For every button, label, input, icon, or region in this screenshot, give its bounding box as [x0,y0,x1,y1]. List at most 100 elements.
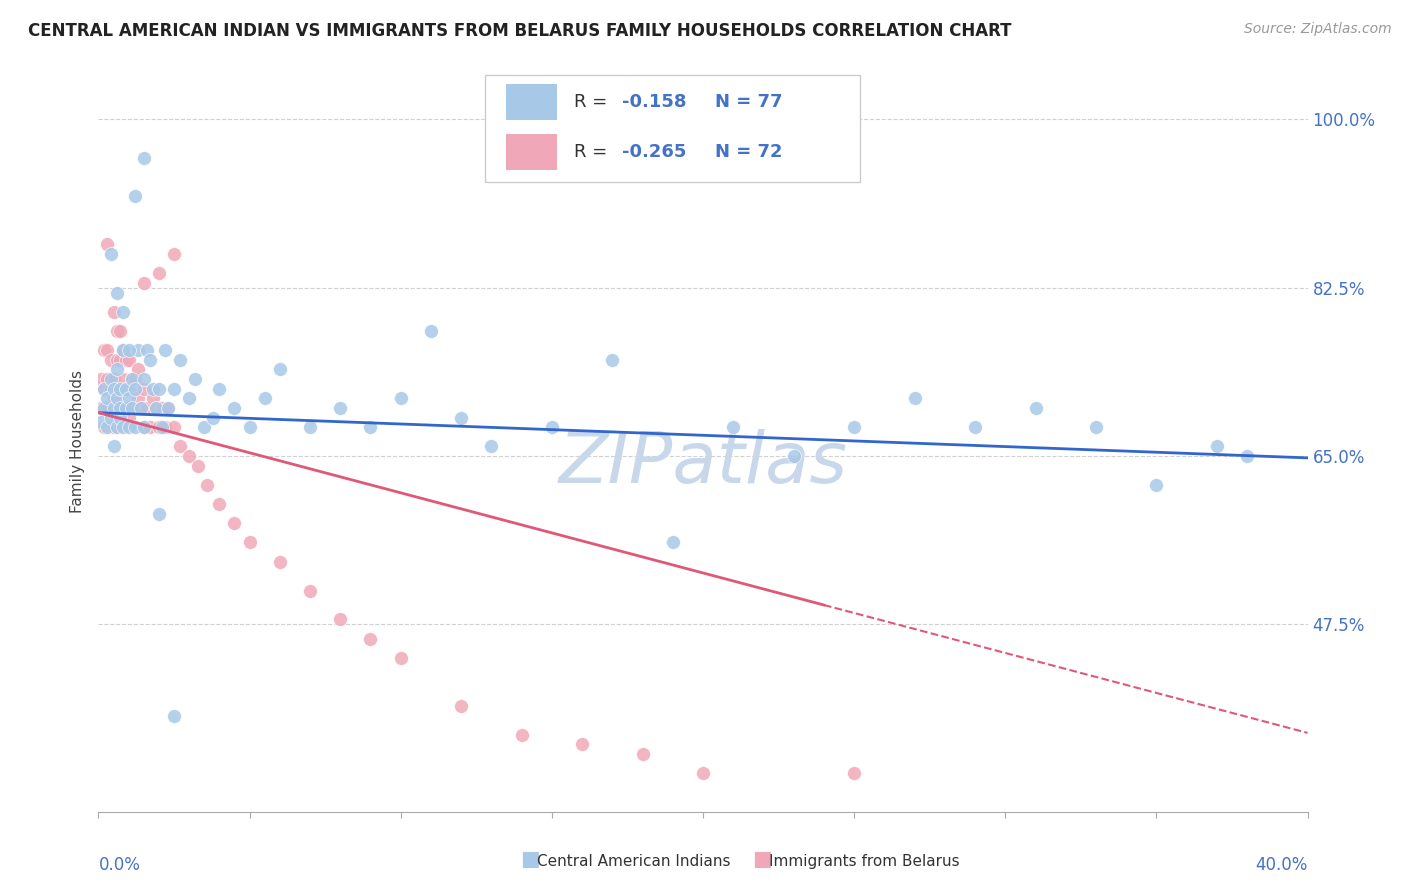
Point [114,401,136,415]
Point [844,420,866,434]
Point [103,401,125,415]
Point [904,391,927,405]
Point [153,420,176,434]
Point [124,382,146,396]
Point [169,439,191,453]
Point [100,247,122,261]
Point [150,401,173,415]
Point [111,343,134,358]
Point [108,410,131,425]
Point [510,728,533,742]
Point [239,535,262,549]
Point [96,420,118,434]
Point [132,382,155,396]
Point [208,382,231,396]
Point [299,583,322,598]
Point [389,651,412,665]
Point [127,391,149,405]
Point [90,372,112,386]
Y-axis label: Family Households: Family Households [70,370,86,513]
Point [108,324,131,338]
Text: Central American Indians: Central American Indians [537,854,731,869]
Point [389,391,412,405]
Point [108,382,131,396]
Text: ■: ■ [752,849,772,869]
Point [124,420,146,434]
Point [108,352,131,367]
Point [132,276,155,290]
Point [163,382,186,396]
Point [93,382,115,396]
Point [103,391,125,405]
Point [118,343,141,358]
Point [139,352,162,367]
Point [93,343,115,358]
Point [93,420,115,434]
Point [105,410,128,425]
Point [121,372,143,386]
Point [540,420,562,434]
Point [121,401,143,415]
Point [108,401,131,415]
Point [100,410,122,425]
Point [187,458,209,473]
Point [111,401,134,415]
Point [692,766,714,780]
Text: CENTRAL AMERICAN INDIAN VS IMMIGRANTS FROM BELARUS FAMILY HOUSEHOLDS CORRELATION: CENTRAL AMERICAN INDIAN VS IMMIGRANTS FR… [28,22,1012,40]
Point [111,420,134,434]
Text: N = 77: N = 77 [716,93,783,112]
Point [153,343,176,358]
Text: -0.158: -0.158 [621,93,686,112]
Point [723,420,745,434]
Point [103,439,125,453]
Point [118,382,141,396]
Point [224,401,246,415]
Point [148,382,170,396]
Point [224,516,246,531]
Point [253,391,276,405]
Point [481,439,503,453]
Point [142,382,165,396]
Point [184,372,207,386]
Point [121,401,143,415]
Point [96,237,118,252]
Point [156,401,179,415]
Point [132,420,155,434]
FancyBboxPatch shape [485,75,860,183]
Point [118,391,141,405]
Point [127,362,149,376]
Point [105,324,128,338]
Point [150,420,173,434]
Point [299,420,322,434]
Point [121,372,143,386]
Text: -0.265: -0.265 [621,143,686,161]
Point [100,352,122,367]
Text: N = 72: N = 72 [716,143,783,161]
Point [124,189,146,203]
Point [139,420,162,434]
Point [844,766,866,780]
Text: 0.0%: 0.0% [98,856,141,874]
Text: Source: ZipAtlas.com: Source: ZipAtlas.com [1244,22,1392,37]
Point [103,382,125,396]
Point [450,410,472,425]
Point [1206,439,1229,453]
Point [329,401,352,415]
Point [202,410,225,425]
Point [135,343,157,358]
Point [96,343,118,358]
Point [269,362,291,376]
Point [360,420,382,434]
Point [129,401,152,415]
Point [179,449,201,463]
Point [148,266,170,280]
Point [420,324,443,338]
Point [100,372,122,386]
Point [1085,420,1108,434]
Point [195,478,218,492]
Point [103,304,125,318]
Point [208,497,231,511]
Point [329,612,352,626]
Point [132,420,155,434]
Point [169,352,191,367]
